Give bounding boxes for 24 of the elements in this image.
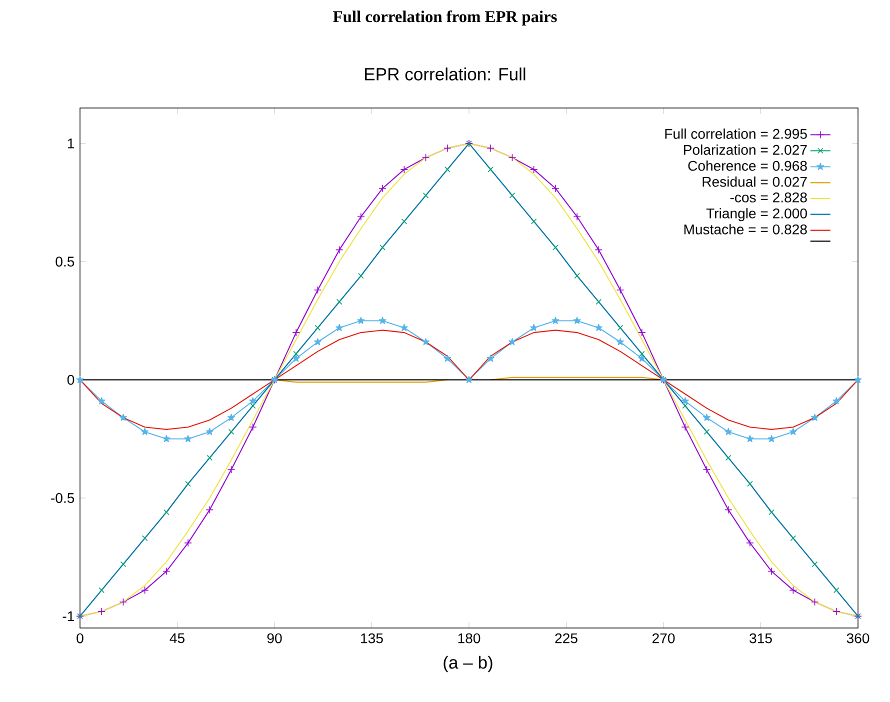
legend-label: Coherence = 0.968 xyxy=(688,160,807,171)
chart-title: Full correlation from EPR pairs xyxy=(333,10,557,26)
x-tick-label: 225 xyxy=(555,633,578,644)
y-tick-label: -0.5 xyxy=(51,493,74,503)
chart-subtitle: EPR correlation: Full xyxy=(365,68,526,80)
y-tick-label: -1 xyxy=(62,611,74,622)
legend-label: Polarization = 2.027 xyxy=(684,144,807,155)
x-axis-title: (a – b) xyxy=(444,656,492,672)
x-tick-label: 45 xyxy=(170,633,184,644)
y-tick-label: 0 xyxy=(67,374,74,385)
x-tick-label: 315 xyxy=(750,633,772,644)
x-tick-label: 270 xyxy=(652,633,675,644)
x-tick-label: 90 xyxy=(267,633,282,644)
x-tick-label: 180 xyxy=(458,633,480,644)
legend-label: -cos = 2.828 xyxy=(730,192,807,202)
legend-label: Residual = 0.027 xyxy=(702,176,807,187)
x-tick-label: 0 xyxy=(76,633,84,644)
x-tick-label: 135 xyxy=(361,633,383,644)
x-tick-label: 360 xyxy=(846,633,870,644)
legend-label: Full correlation = 2.995 xyxy=(665,128,807,139)
y-tick-label: 0.5 xyxy=(56,256,74,267)
legend-label: Mustache = = 0.828 xyxy=(684,224,807,234)
y-tick-label: 1 xyxy=(68,138,74,148)
legend-label: Triangle = 2.000 xyxy=(706,208,807,222)
